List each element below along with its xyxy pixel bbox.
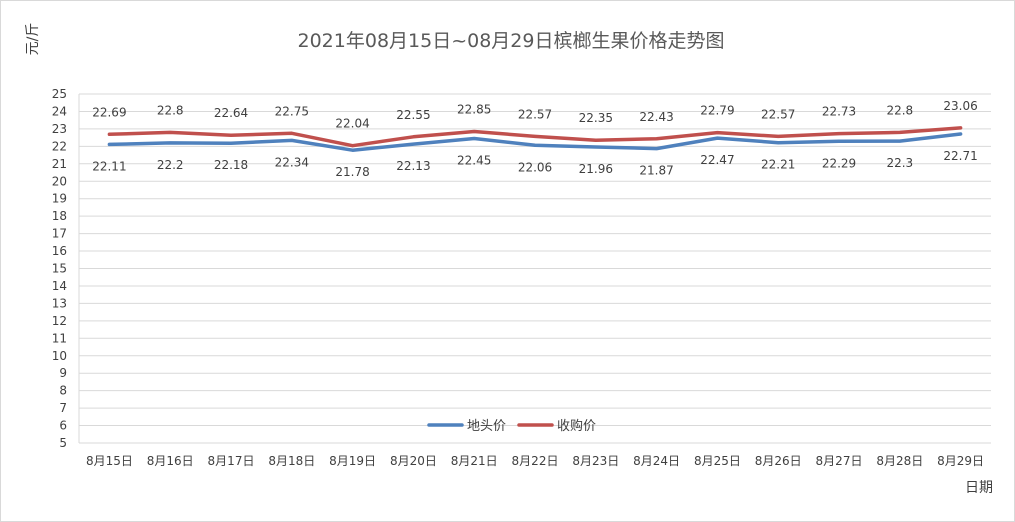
data-label: 22.73 (822, 105, 856, 119)
data-label: 22.75 (275, 104, 309, 118)
y-tick-label: 19 (52, 192, 67, 206)
y-tick-label: 6 (59, 419, 67, 433)
x-axis-title: 日期 (965, 480, 993, 496)
y-tick-label: 16 (52, 244, 67, 258)
y-tick-label: 9 (59, 366, 67, 380)
data-label: 22.04 (335, 117, 369, 131)
y-tick-label: 22 (52, 139, 67, 153)
data-label: 22.06 (518, 160, 552, 174)
data-label: 22.3 (886, 156, 913, 170)
data-label: 22.8 (886, 103, 913, 117)
x-tick-label: 8月20日 (390, 454, 437, 468)
x-tick-labels: 8月15日 8月16日 8月17日 8月18日 8月19日 8月20日 8月21日 8月22日… (86, 454, 984, 468)
y-tick-label: 20 (52, 174, 67, 188)
data-label: 22.57 (518, 107, 552, 121)
data-label: 22.47 (700, 153, 734, 167)
y-tick-label: 23 (52, 122, 67, 136)
y-tick-label: 15 (52, 262, 67, 276)
x-tick-label: 8月26日 (755, 454, 802, 468)
data-label: 21.87 (639, 164, 673, 178)
y-tick-label: 13 (52, 296, 67, 310)
data-label: 22.35 (579, 111, 613, 125)
data-labels: 22.11 22.2 22.18 22.34 21.78 22.13 22.45 22.06 2… (92, 99, 978, 179)
chart-title: 2021年08月15日~08月29日槟榔生果价格走势图 (298, 30, 725, 52)
x-tick-label: 8月29日 (937, 454, 984, 468)
series-lines (107, 126, 963, 152)
series-line (107, 126, 963, 148)
data-label: 22.13 (396, 159, 430, 173)
y-tick-label: 17 (52, 227, 67, 241)
data-label: 22.11 (92, 159, 126, 173)
x-tick-label: 8月23日 (572, 454, 619, 468)
data-label: 22.2 (157, 158, 184, 172)
y-tick-label: 18 (52, 209, 67, 223)
data-label: 21.96 (579, 162, 613, 176)
y-tick-label: 12 (52, 314, 67, 328)
data-label: 22.43 (639, 110, 673, 124)
y-tick-label: 10 (52, 349, 67, 363)
x-tick-label: 8月28日 (876, 454, 923, 468)
data-label: 23.06 (943, 99, 977, 113)
data-label: 22.85 (457, 103, 491, 117)
x-tick-label: 8月18日 (268, 454, 315, 468)
x-tick-label: 8月15日 (86, 454, 133, 468)
y-tick-label: 11 (52, 331, 67, 345)
legend: 地头价 收购价 (427, 418, 596, 434)
x-tick-label: 8月22日 (512, 454, 559, 468)
data-label: 22.8 (157, 103, 184, 117)
y-tick-label: 8 (59, 384, 67, 398)
legend-label: 收购价 (557, 418, 596, 434)
data-label: 22.64 (214, 106, 248, 120)
data-label: 22.79 (700, 104, 734, 118)
x-tick-label: 8月25日 (694, 454, 741, 468)
data-label: 22.18 (214, 158, 248, 172)
x-tick-label: 8月17日 (208, 454, 255, 468)
y-tick-label: 5 (59, 436, 67, 450)
data-label: 22.45 (457, 153, 491, 167)
data-label: 22.21 (761, 158, 795, 172)
x-tick-label: 8月16日 (147, 454, 194, 468)
data-label: 22.29 (822, 156, 856, 170)
x-tick-label: 8月24日 (633, 454, 680, 468)
series-line (107, 132, 963, 152)
y-tick-label: 14 (52, 279, 67, 293)
data-label: 22.55 (396, 108, 430, 122)
y-tick-labels: 5 6 7 8 9 10 11 12 13 14 15 16 17 18 19 20 21 22 23 24 25 (52, 87, 67, 450)
legend-label: 地头价 (467, 419, 506, 434)
y-tick-label: 24 (52, 104, 67, 118)
x-tick-label: 8月21日 (451, 454, 498, 468)
x-tick-label: 8月19日 (329, 454, 376, 468)
y-tick-label: 25 (52, 87, 67, 101)
x-tick-label: 8月27日 (816, 454, 863, 468)
y-axis-title: 元/斤 (25, 23, 41, 56)
y-tick-label: 7 (59, 401, 67, 415)
data-label: 22.57 (761, 107, 795, 121)
data-label: 22.69 (92, 105, 126, 119)
data-label: 22.71 (943, 149, 977, 163)
data-label: 21.78 (335, 165, 369, 179)
data-label: 22.34 (275, 155, 309, 169)
y-tick-label: 21 (52, 157, 67, 171)
